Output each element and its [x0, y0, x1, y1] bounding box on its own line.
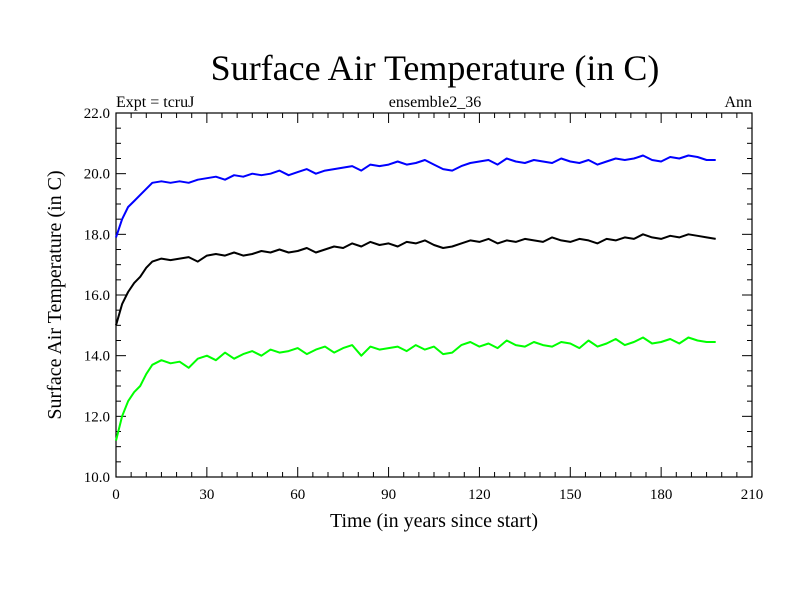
x-axis-ticks: 0 30 60 90 120 150 180 210 — [112, 113, 763, 503]
y-tick-label: 12.0 — [84, 409, 110, 425]
y-tick-label: 22.0 — [84, 106, 110, 122]
plot-frame — [115, 112, 753, 478]
y-tick-label: 16.0 — [84, 288, 110, 304]
series-layer — [115, 154, 716, 441]
y-axis-label: Surface Air Temperature (in C) — [44, 170, 66, 419]
chart-subtitle-right: Ann — [724, 94, 752, 111]
x-tick-label: 30 — [199, 487, 214, 503]
x-tick-label: 180 — [650, 487, 673, 503]
y-tick-label: 10.0 — [84, 470, 110, 486]
x-tick-label: 150 — [559, 487, 582, 503]
chart-subtitle-left: Expt = tcruJ — [116, 94, 194, 111]
chart-title: Surface Air Temperature (in C) — [211, 48, 660, 88]
x-axis-label: Time (in years since start) — [330, 510, 538, 532]
x-tick-label: 90 — [381, 487, 396, 503]
y-axis-ticks: 10.0 12.0 14.0 16.0 18.0 20.0 22.0 — [84, 106, 752, 486]
series-line-black — [115, 233, 716, 326]
y-tick-label: 20.0 — [84, 167, 110, 183]
x-tick-label: 210 — [741, 487, 764, 503]
y-tick-label: 14.0 — [84, 349, 110, 365]
x-tick-label: 60 — [290, 487, 305, 503]
chart-subtitle-center: ensemble2_36 — [389, 94, 481, 111]
y-tick-label: 18.0 — [84, 227, 110, 243]
series-line-blue — [115, 154, 716, 238]
series-line-green — [115, 336, 716, 441]
x-tick-label: 0 — [112, 487, 120, 503]
x-tick-label: 120 — [468, 487, 491, 503]
